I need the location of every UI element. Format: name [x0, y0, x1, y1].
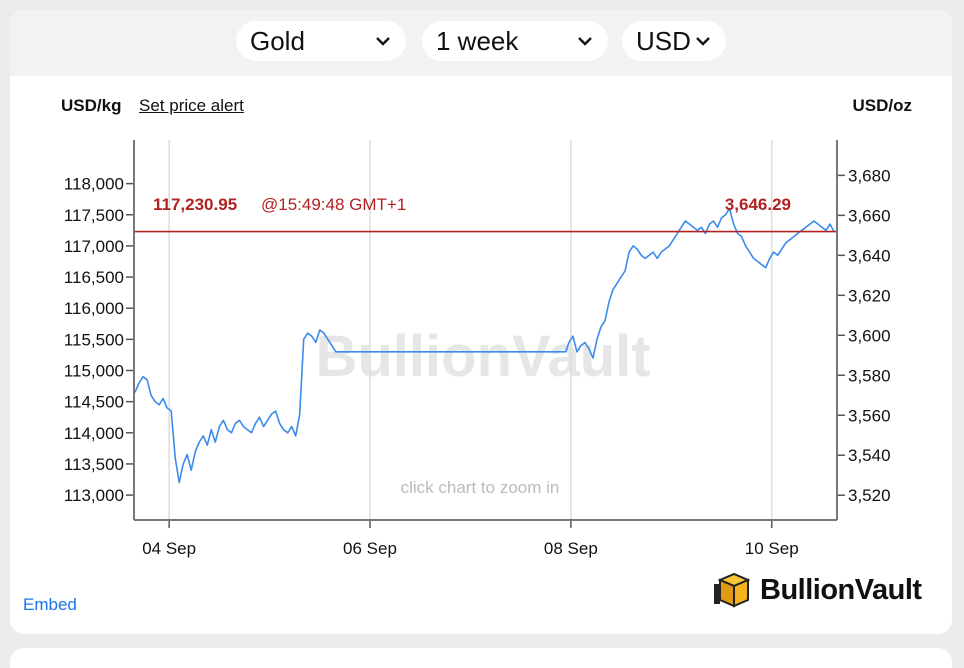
- x-tick-label: 08 Sep: [544, 539, 598, 558]
- chart-card: Gold 1 week USD USD/kg Set price alert U…: [10, 10, 952, 634]
- y-right-tick-label: 3,540: [848, 446, 891, 465]
- price-line: [134, 207, 835, 484]
- currency-select[interactable]: USD: [622, 21, 726, 61]
- y-left-tick-label: 114,000: [64, 424, 124, 443]
- y-right-tick-label: 3,620: [848, 286, 891, 305]
- embed-link[interactable]: Embed: [23, 595, 77, 614]
- current-price-oz: 3,646.29: [725, 195, 791, 214]
- set-price-alert-link[interactable]: Set price alert: [139, 96, 244, 115]
- next-card-edge: [10, 648, 952, 668]
- chevron-down-icon: [376, 37, 390, 46]
- x-tick-label: 06 Sep: [343, 539, 397, 558]
- x-tick-label: 04 Sep: [142, 539, 196, 558]
- left-axis-unit: USD/kg: [61, 96, 122, 115]
- y-right-tick-label: 3,680: [848, 166, 891, 185]
- chart-watermark: BullionVault: [315, 324, 650, 389]
- y-left-tick-label: 116,000: [64, 299, 124, 318]
- y-left-tick-label: 117,000: [64, 237, 124, 256]
- current-price-kg: 117,230.95: [153, 195, 237, 214]
- y-left-tick-label: 117,500: [64, 206, 124, 225]
- period-select[interactable]: 1 week: [422, 21, 608, 61]
- y-right-tick-label: 3,660: [848, 206, 891, 225]
- chevron-down-icon: [696, 37, 710, 46]
- metal-select-value: Gold: [250, 25, 305, 56]
- chart-axes: 04 Sep 06 Sep 08 Sep 10 Sep 113,000 113,500 11…: [64, 140, 891, 558]
- period-select-value: 1 week: [436, 25, 519, 56]
- metal-select[interactable]: Gold: [236, 21, 406, 61]
- y-right-tick-label: 3,640: [848, 246, 891, 265]
- brand-name: BullionVault: [760, 573, 922, 606]
- currency-select-value: USD: [636, 25, 691, 56]
- y-left-tick-label: 113,000: [64, 486, 124, 505]
- y-right-tick-label: 3,520: [848, 486, 891, 505]
- current-price-marker: 117,230.95 @15:49:48 GMT+1 3,646.29: [134, 195, 837, 233]
- x-tick-label: 10 Sep: [745, 539, 799, 558]
- zoom-hint: click chart to zoom in: [401, 478, 560, 497]
- y-right-tick-label: 3,600: [848, 326, 891, 345]
- y-left-tick-label: 113,500: [64, 455, 124, 474]
- y-right-tick-label: 3,560: [848, 406, 891, 425]
- bullionvault-logo: BullionVault: [712, 570, 922, 610]
- y-left-tick-label: 116,500: [64, 268, 124, 287]
- price-series: [134, 207, 835, 484]
- y-left-tick-label: 115,500: [64, 330, 124, 349]
- toolbar: Gold 1 week USD: [10, 10, 952, 76]
- y-right-tick-label: 3,580: [848, 366, 891, 385]
- gold-cube-icon: [714, 572, 751, 608]
- y-left-tick-label: 114,500: [64, 393, 124, 412]
- y-left-tick-label: 115,000: [64, 361, 124, 380]
- chevron-down-icon: [578, 37, 592, 46]
- y-left-tick-label: 118,000: [64, 175, 124, 194]
- current-price-time: @15:49:48 GMT+1: [261, 195, 406, 214]
- grid-lines: [168, 140, 773, 520]
- right-axis-unit: USD/oz: [852, 96, 913, 115]
- price-chart[interactable]: BullionVault 117,230.95 @15:49:48 GMT+1 …: [10, 10, 952, 634]
